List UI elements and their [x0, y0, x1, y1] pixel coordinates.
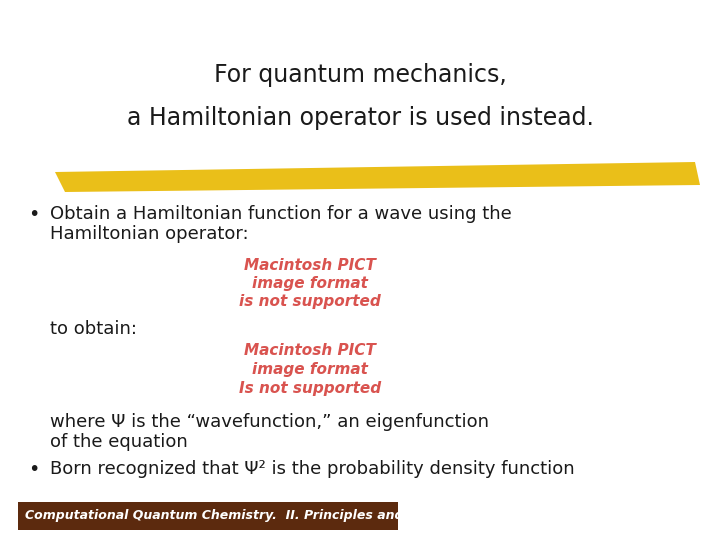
Text: where Ψ is the “wavefunction,” an eigenfunction: where Ψ is the “wavefunction,” an eigenf… [50, 413, 489, 431]
Bar [18, 502, 398, 530]
Text: Macintosh PICT: Macintosh PICT [244, 258, 376, 273]
Polygon shape [55, 162, 700, 192]
Text: Born recognized that Ψ² is the probability density function: Born recognized that Ψ² is the probabili… [50, 460, 575, 478]
Text: Computational Quantum Chemistry.  II. Principles and Methods.: Computational Quantum Chemistry. II. Pri… [25, 510, 474, 523]
Text: a Hamiltonian operator is used instead.: a Hamiltonian operator is used instead. [127, 106, 593, 130]
Text: to obtain:: to obtain: [50, 320, 137, 338]
Text: Is not supported: Is not supported [239, 381, 381, 396]
Text: image format: image format [252, 362, 368, 377]
Text: image format: image format [252, 276, 368, 291]
Text: •: • [28, 205, 40, 224]
Text: of the equation: of the equation [50, 433, 188, 451]
Text: For quantum mechanics,: For quantum mechanics, [214, 63, 506, 87]
Text: •: • [28, 460, 40, 479]
Text: Macintosh PICT: Macintosh PICT [244, 343, 376, 358]
Text: Obtain a Hamiltonian function for a wave using the: Obtain a Hamiltonian function for a wave… [50, 205, 512, 223]
Text: Hamiltonian operator:: Hamiltonian operator: [50, 225, 248, 243]
Text: is not supported: is not supported [239, 294, 381, 309]
